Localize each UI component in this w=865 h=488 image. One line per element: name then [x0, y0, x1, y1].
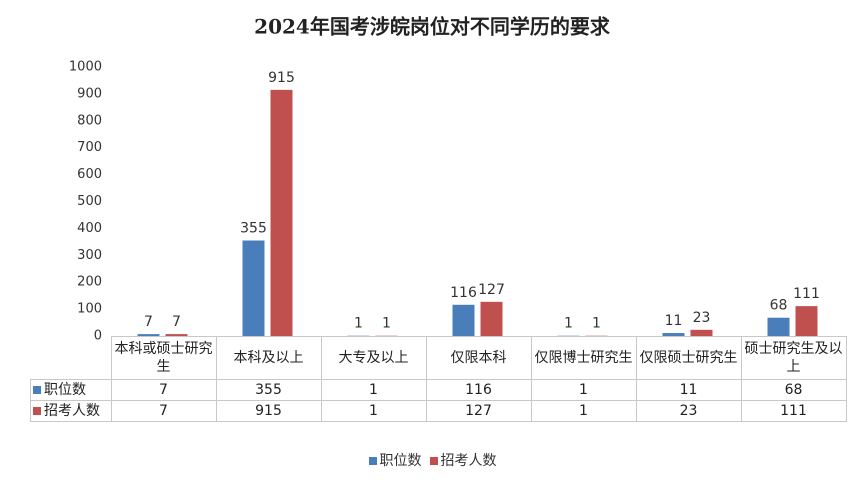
- bar: [662, 333, 685, 336]
- table-row: 职位数 7 355 1 116 1 11 68: [30, 379, 847, 401]
- table-value: 111: [740, 400, 847, 422]
- row-label: 招考人数: [30, 400, 112, 422]
- table-header-row: 本科或硕士研究生 本科及以上 大专及以上 仅限本科 仅限博士研究生 仅限硕士研究生 硕士研究…: [30, 336, 847, 380]
- bar: [270, 89, 293, 337]
- table-value: 116: [425, 379, 532, 401]
- legend-label: 职位数: [379, 453, 422, 469]
- table-value: 7: [110, 379, 217, 401]
- bar: [242, 240, 265, 336]
- y-tick-label: 300: [77, 248, 102, 263]
- legend-key: [429, 457, 438, 465]
- data-label: 355: [240, 221, 267, 237]
- data-table: 本科或硕士研究生 本科及以上 大专及以上 仅限本科 仅限博士研究生 仅限硕士研究生 硕士研究…: [30, 336, 847, 422]
- data-label: 1: [592, 316, 601, 332]
- category-label: 仅限本科: [425, 336, 532, 380]
- bar: [480, 301, 503, 336]
- y-tick-label: 900: [77, 86, 102, 101]
- row-label: 职位数: [30, 379, 112, 401]
- bar: [767, 317, 790, 336]
- table-row: 招考人数 7 915 1 127 1 23 111: [30, 400, 847, 422]
- legend-item: 职位数: [368, 453, 422, 469]
- data-label: 11: [665, 313, 683, 329]
- table-value: 11: [635, 379, 742, 401]
- bar: [690, 329, 713, 336]
- chart-title: 2024年国考涉皖岗位对不同学历的要求: [254, 15, 611, 39]
- legend-key: [368, 457, 377, 465]
- y-tick-label: 0: [94, 329, 102, 344]
- category-label: 本科及以上: [215, 336, 322, 380]
- category-label: 仅限博士研究生: [530, 336, 637, 380]
- y-tick-label: 600: [77, 167, 102, 182]
- y-tick-label: 100: [77, 302, 102, 317]
- bar: [795, 306, 818, 336]
- data-label: 68: [770, 298, 788, 314]
- table-value: 355: [215, 379, 322, 401]
- category-label: 本科或硕士研究生: [110, 336, 217, 380]
- data-label: 915: [268, 70, 295, 86]
- table-value: 23: [635, 400, 742, 422]
- data-label: 23: [693, 310, 711, 326]
- table-value: 127: [425, 400, 532, 422]
- legend-key: [33, 407, 41, 415]
- table-corner: [30, 336, 112, 380]
- table-value: 7: [110, 400, 217, 422]
- y-tick-label: 1000: [69, 60, 102, 75]
- data-label: 1: [354, 316, 363, 332]
- data-label: 7: [144, 314, 153, 330]
- bar: [452, 304, 475, 336]
- y-tick-label: 700: [77, 140, 102, 155]
- legend: 职位数 招考人数: [0, 450, 865, 470]
- bar: [137, 334, 160, 336]
- bar: [165, 334, 188, 336]
- category-label: 硕士研究生及以上: [740, 336, 847, 380]
- row-label-text: 招考人数: [44, 403, 100, 419]
- y-tick-label: 200: [77, 275, 102, 290]
- data-label: 111: [793, 286, 820, 302]
- data-label: 1: [382, 316, 391, 332]
- data-label: 1: [564, 316, 573, 332]
- data-label: 127: [478, 282, 505, 298]
- table-value: 1: [320, 400, 427, 422]
- legend-item: 招考人数: [429, 453, 497, 469]
- table-value: 1: [530, 379, 637, 401]
- row-label-text: 职位数: [44, 382, 86, 398]
- legend-label: 招考人数: [440, 453, 497, 469]
- y-tick-label: 800: [77, 113, 102, 128]
- table-value: 1: [530, 400, 637, 422]
- table-value: 68: [740, 379, 847, 401]
- data-label: 7: [172, 314, 181, 330]
- legend-key: [33, 386, 41, 394]
- y-tick-label: 500: [77, 194, 102, 209]
- category-label: 大专及以上: [320, 336, 427, 380]
- category-label: 仅限硕士研究生: [635, 336, 742, 380]
- y-tick-label: 400: [77, 221, 102, 236]
- table-value: 1: [320, 379, 427, 401]
- table-value: 915: [215, 400, 322, 422]
- data-label: 116: [450, 285, 477, 301]
